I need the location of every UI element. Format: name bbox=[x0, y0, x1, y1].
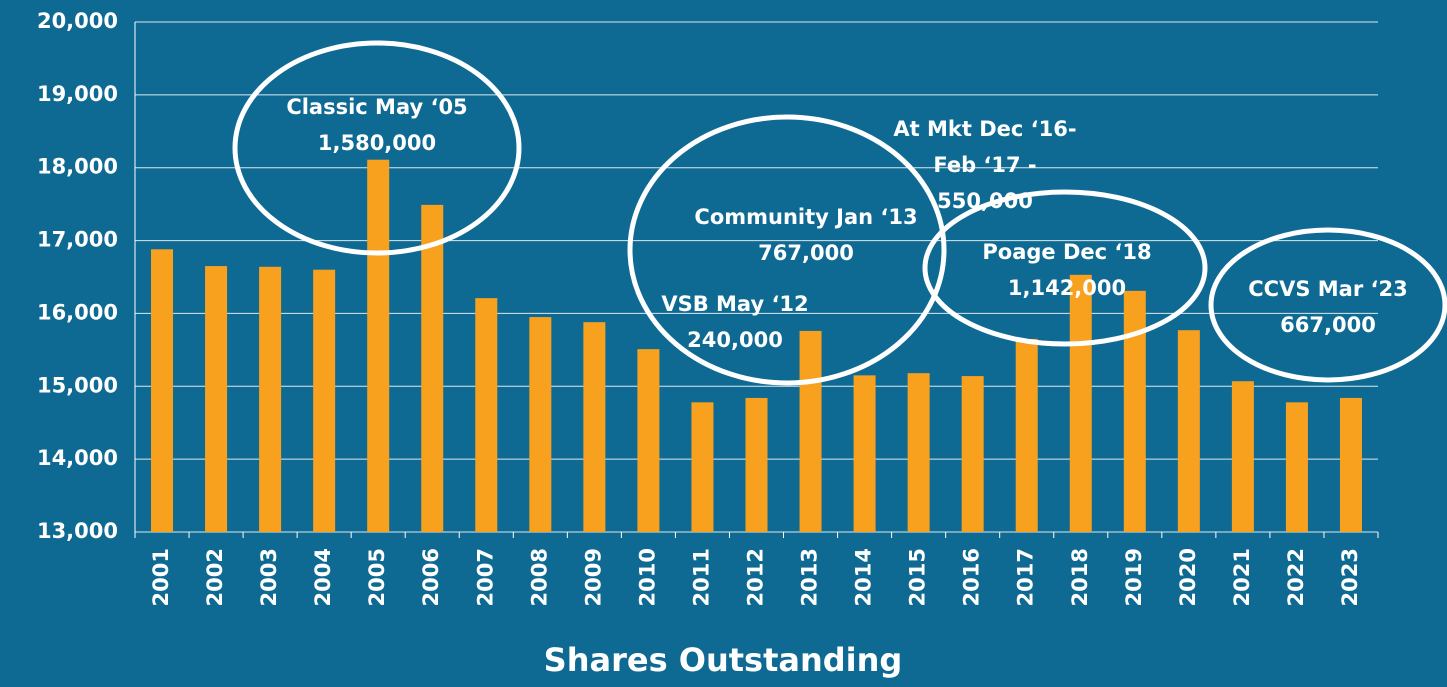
annotation: 767,000 bbox=[758, 241, 854, 265]
x-tick-label: 2011 bbox=[689, 548, 713, 606]
x-tick-label: 2022 bbox=[1284, 548, 1308, 606]
x-tick-label: 2021 bbox=[1230, 548, 1254, 606]
annotation: 1,142,000 bbox=[1008, 276, 1126, 300]
bar bbox=[205, 266, 228, 532]
y-tick-label: 16,000 bbox=[37, 300, 118, 324]
x-tick-label: 2023 bbox=[1338, 548, 1362, 606]
annotation-ellipse bbox=[1208, 227, 1447, 383]
x-tick-label: 2016 bbox=[960, 548, 984, 606]
bar bbox=[1069, 274, 1092, 532]
x-tick-label: 2010 bbox=[635, 548, 659, 606]
bar bbox=[583, 322, 606, 532]
x-tick-label: 2017 bbox=[1014, 548, 1038, 606]
bar bbox=[691, 402, 714, 532]
bar bbox=[151, 249, 174, 533]
y-tick-label: 20,000 bbox=[37, 9, 118, 33]
annotation-ellipse bbox=[232, 40, 522, 256]
x-tick-label: 2001 bbox=[149, 548, 173, 606]
x-tick-label: 2008 bbox=[527, 548, 551, 606]
annotation-ellipse bbox=[922, 189, 1208, 347]
x-tick-label: 2020 bbox=[1176, 548, 1200, 606]
y-tick-label: 17,000 bbox=[37, 228, 118, 252]
x-tick-label: 2006 bbox=[419, 548, 443, 606]
x-tick-label: 2014 bbox=[852, 548, 876, 606]
y-tick-label: 14,000 bbox=[37, 446, 118, 470]
bar bbox=[1015, 338, 1038, 532]
bar bbox=[313, 269, 336, 532]
annotation: 240,000 bbox=[687, 328, 783, 352]
x-tick-label: 2009 bbox=[581, 548, 605, 606]
bar bbox=[259, 266, 282, 532]
bar bbox=[907, 373, 930, 532]
bar bbox=[1123, 290, 1146, 532]
x-tick-label: 2015 bbox=[906, 548, 930, 606]
x-tick-label: 2019 bbox=[1122, 548, 1146, 606]
x-tick-label: 2003 bbox=[257, 548, 281, 606]
annotation: 550,000 bbox=[937, 189, 1033, 213]
bar bbox=[1177, 330, 1200, 532]
y-tick-label: 18,000 bbox=[37, 155, 118, 179]
chart-title: Shares Outstanding bbox=[544, 641, 903, 679]
annotation: Feb ‘17 - bbox=[933, 153, 1036, 177]
annotation: Poage Dec ‘18 bbox=[982, 240, 1151, 264]
annotation: At Mkt Dec ‘16- bbox=[893, 117, 1076, 141]
bar bbox=[367, 159, 390, 532]
x-tick-label: 2012 bbox=[744, 548, 768, 606]
bar bbox=[1231, 381, 1254, 532]
bar bbox=[1285, 402, 1308, 532]
bar bbox=[853, 375, 876, 532]
y-tick-label: 13,000 bbox=[37, 519, 118, 543]
annotation: Community Jan ‘13 bbox=[694, 205, 917, 229]
annotation: VSB May ‘12 bbox=[661, 292, 808, 316]
annotation: Classic May ‘05 bbox=[286, 95, 467, 119]
bar bbox=[745, 397, 768, 532]
x-tick-label: 2013 bbox=[798, 548, 822, 606]
bar bbox=[529, 317, 552, 532]
annotation: 1,580,000 bbox=[318, 131, 436, 155]
bar bbox=[799, 330, 822, 532]
y-tick-label: 19,000 bbox=[37, 82, 118, 106]
x-tick-label: 2007 bbox=[473, 548, 497, 606]
annotation: CCVS Mar ‘23 bbox=[1248, 277, 1407, 301]
annotation-ellipse bbox=[627, 114, 947, 386]
annotation: 667,000 bbox=[1280, 313, 1376, 337]
x-tick-label: 2002 bbox=[203, 548, 227, 606]
x-tick-label: 2005 bbox=[365, 548, 389, 606]
bar bbox=[421, 204, 444, 532]
bar bbox=[1339, 397, 1362, 532]
bar bbox=[475, 298, 498, 532]
x-tick-label: 2018 bbox=[1068, 548, 1092, 606]
y-tick-label: 15,000 bbox=[37, 373, 118, 397]
x-tick-label: 2004 bbox=[311, 548, 335, 606]
bar bbox=[961, 376, 984, 532]
bar bbox=[637, 349, 660, 532]
